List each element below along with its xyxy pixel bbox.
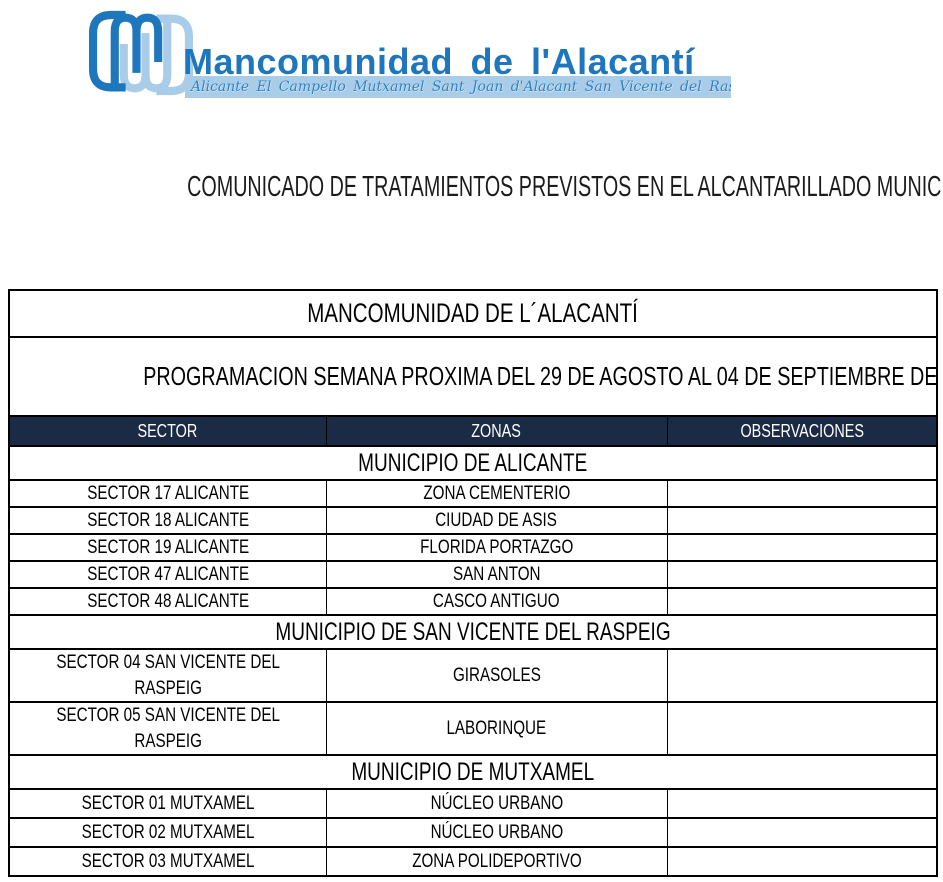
municipalities-banner: Alicante El Campello Mutxamel Sant Joan … — [185, 76, 731, 98]
observaciones-cell — [666, 788, 938, 819]
table-row: SECTOR 19 ALICANTE FLORIDA PORTAZGO — [8, 533, 938, 562]
zona-cell: GIRASOLES — [325, 648, 668, 703]
sector-cell: SECTOR 17 ALICANTE — [8, 479, 327, 508]
municipality-row: MUNICIPIO DE ALICANTE — [8, 445, 938, 481]
zona-cell: NÚCLEO URBANO — [325, 788, 668, 819]
zona-cell: FLORIDA PORTAZGO — [325, 533, 668, 562]
observaciones-cell — [666, 846, 938, 877]
schedule-table: MANCOMUNIDAD DE L´ALACANTÍ PROGRAMACION … — [8, 289, 939, 877]
column-header-observaciones: OBSERVACIONES — [666, 415, 938, 447]
zona-cell: SAN ANTON — [325, 560, 668, 589]
document-heading-text: COMUNICADO DE TRATAMIENTOS PREVISTOS EN … — [187, 171, 943, 203]
sector-cell: SECTOR 18 ALICANTE — [8, 506, 327, 535]
table-row: SECTOR 18 ALICANTE CIUDAD DE ASIS — [8, 506, 938, 535]
table-row: SECTOR 04 SAN VICENTE DEL RASPEIG GIRASO… — [8, 648, 938, 703]
table-row: SECTOR 03 MUTXAMEL ZONA POLIDEPORTIVO — [8, 846, 938, 877]
municipality-row: MUNICIPIO DE SAN VICENTE DEL RASPEIG — [8, 614, 938, 650]
observaciones-cell — [666, 648, 938, 703]
sector-cell: SECTOR 04 SAN VICENTE DEL RASPEIG — [8, 648, 327, 703]
observaciones-cell — [666, 560, 938, 589]
municipality-cell: MUNICIPIO DE SAN VICENTE DEL RASPEIG — [8, 614, 938, 650]
zona-cell: ZONA CEMENTERIO — [325, 479, 668, 508]
sector-cell: SECTOR 47 ALICANTE — [8, 560, 327, 589]
zona-cell: CIUDAD DE ASIS — [325, 506, 668, 535]
observaciones-cell — [666, 506, 938, 535]
municipality-cell: MUNICIPIO DE MUTXAMEL — [8, 754, 938, 790]
table-row: SECTOR 48 ALICANTE CASCO ANTIGUO — [8, 587, 938, 616]
zona-cell: LABORINQUE — [325, 701, 668, 756]
mancomunidad-logo-icon — [88, 10, 194, 96]
sector-cell: SECTOR 01 MUTXAMEL — [8, 788, 327, 819]
sector-cell: SECTOR 48 ALICANTE — [8, 587, 327, 616]
column-header-row: SECTOR ZONAS OBSERVACIONES — [8, 415, 938, 447]
zona-cell: NÚCLEO URBANO — [325, 817, 668, 848]
table-row: SECTOR 01 MUTXAMEL NÚCLEO URBANO — [8, 788, 938, 819]
table-row: SECTOR 05 SAN VICENTE DEL RASPEIG LABORI… — [8, 701, 938, 756]
observaciones-cell — [666, 533, 938, 562]
table-subtitle-cell: PROGRAMACION SEMANA PROXIMA DEL 29 DE AG… — [8, 336, 938, 417]
brand-name: Mancomunidad de l'Alacantí — [183, 41, 695, 82]
table-title-cell: MANCOMUNIDAD DE L´ALACANTÍ — [8, 289, 938, 338]
municipality-row: MUNICIPIO DE MUTXAMEL — [8, 754, 938, 790]
sector-cell: SECTOR 05 SAN VICENTE DEL RASPEIG — [8, 701, 327, 756]
column-header-sector: SECTOR — [8, 415, 327, 447]
zona-cell: ZONA POLIDEPORTIVO — [325, 846, 668, 877]
observaciones-cell — [666, 479, 938, 508]
sector-cell: SECTOR 02 MUTXAMEL — [8, 817, 327, 848]
sector-cell: SECTOR 19 ALICANTE — [8, 533, 327, 562]
column-header-zonas: ZONAS — [325, 415, 668, 447]
observaciones-cell — [666, 587, 938, 616]
table-row: SECTOR 47 ALICANTE SAN ANTON — [8, 560, 938, 589]
document-heading: COMUNICADO DE TRATAMIENTOS PREVISTOS EN … — [0, 171, 943, 204]
observaciones-cell — [666, 701, 938, 756]
zona-cell: CASCO ANTIGUO — [325, 587, 668, 616]
table-subtitle-row: PROGRAMACION SEMANA PROXIMA DEL 29 DE AG… — [8, 336, 938, 417]
table-title-row: MANCOMUNIDAD DE L´ALACANTÍ — [8, 289, 938, 338]
municipality-cell: MUNICIPIO DE ALICANTE — [8, 445, 938, 481]
observaciones-cell — [666, 817, 938, 848]
table-row: SECTOR 02 MUTXAMEL NÚCLEO URBANO — [8, 817, 938, 848]
table-row: SECTOR 17 ALICANTE ZONA CEMENTERIO — [8, 479, 938, 508]
sector-cell: SECTOR 03 MUTXAMEL — [8, 846, 327, 877]
